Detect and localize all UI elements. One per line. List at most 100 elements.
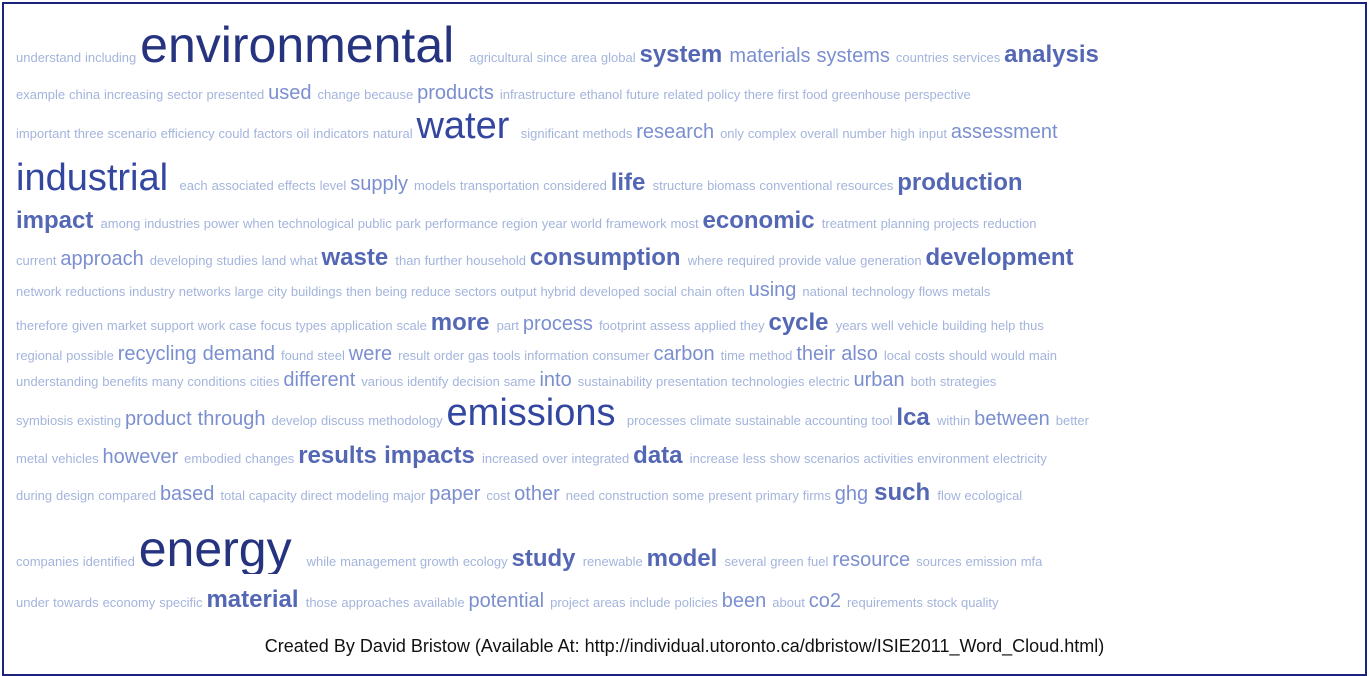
- word: food: [802, 87, 828, 102]
- word: better: [1055, 412, 1089, 428]
- word: help: [990, 317, 1016, 333]
- word: increase: [689, 450, 739, 466]
- word: biomass: [707, 177, 756, 193]
- word: footprint: [598, 317, 646, 333]
- word: technologies: [731, 374, 805, 389]
- word: well: [871, 317, 894, 333]
- word: environment: [917, 450, 989, 466]
- word: method: [749, 348, 793, 363]
- word: approaches: [341, 594, 410, 610]
- word: including: [84, 50, 137, 65]
- word: efficiency: [160, 125, 215, 141]
- word: possible: [66, 348, 114, 363]
- word: developed: [579, 284, 640, 299]
- word: management: [340, 554, 416, 569]
- word: mfa: [1020, 554, 1043, 569]
- word: processes: [626, 412, 687, 428]
- word: result: [398, 348, 430, 363]
- word: consumption: [529, 245, 681, 270]
- word: process: [522, 312, 593, 335]
- word: lca: [896, 403, 930, 431]
- word: could: [218, 125, 250, 141]
- word: hybrid: [540, 284, 576, 299]
- word: fuel: [807, 554, 829, 569]
- word: product: [124, 407, 192, 430]
- word: symbiosis: [16, 412, 74, 428]
- word: value: [825, 252, 857, 268]
- word: used: [268, 83, 312, 103]
- word: green: [770, 554, 804, 569]
- word: materials: [729, 45, 811, 67]
- word: ecological: [964, 487, 1023, 503]
- word: policy: [706, 87, 741, 102]
- word: potential: [468, 589, 545, 612]
- word: chain: [680, 284, 712, 299]
- word: ghg: [834, 482, 869, 505]
- word: decision: [452, 374, 500, 389]
- word: services: [952, 50, 1001, 65]
- word: impacts: [384, 443, 475, 468]
- word: results: [298, 443, 377, 468]
- word: include: [629, 594, 671, 610]
- word: several: [724, 554, 767, 569]
- word: research: [636, 120, 715, 143]
- word: there: [744, 87, 774, 102]
- word: different: [283, 370, 356, 390]
- word: they: [740, 317, 765, 333]
- word: china: [69, 87, 101, 102]
- word: sectors: [454, 284, 497, 299]
- word: conventional: [759, 177, 833, 193]
- word-line: metal vehicles however embodied changes resul…: [16, 444, 1357, 468]
- word-line: understanding benefits many conditions citie…: [16, 370, 1357, 390]
- word: urban: [853, 370, 905, 390]
- word: towards: [53, 594, 99, 610]
- word: level: [319, 177, 347, 193]
- word: city: [267, 284, 287, 299]
- word: most: [670, 215, 699, 231]
- word: part: [496, 317, 520, 333]
- word: identified: [82, 554, 135, 569]
- word: while: [306, 554, 337, 569]
- word: sources: [916, 554, 962, 569]
- word: some: [672, 487, 705, 503]
- word-line: network reductions industry networks large ci…: [16, 280, 1357, 300]
- word: performance: [424, 215, 498, 231]
- word: increased: [481, 450, 539, 466]
- word: natural: [372, 125, 413, 141]
- word: cycle: [768, 310, 829, 335]
- word: specific: [159, 594, 203, 610]
- word: growth: [419, 554, 459, 569]
- word: local: [883, 348, 911, 363]
- word: presented: [206, 87, 265, 102]
- word: co2: [808, 589, 841, 612]
- word: many: [151, 374, 184, 389]
- word: various: [361, 374, 404, 389]
- word: first: [777, 87, 799, 102]
- word: networks: [178, 284, 231, 299]
- word: important: [16, 125, 71, 141]
- word: regional: [16, 348, 63, 363]
- word: quality: [960, 594, 999, 610]
- word: steel: [317, 348, 345, 363]
- word: activities: [863, 450, 914, 466]
- word: reduce: [410, 284, 451, 299]
- word: would: [991, 348, 1025, 363]
- word: requirements: [846, 594, 923, 610]
- word: between: [974, 407, 1050, 430]
- word: only: [720, 125, 744, 141]
- word: life: [610, 168, 646, 196]
- word: types: [295, 317, 327, 333]
- word: household: [466, 252, 527, 268]
- word: three: [74, 125, 104, 141]
- word: compared: [98, 487, 157, 503]
- word: required: [727, 252, 775, 268]
- word: systems: [816, 45, 890, 67]
- word: both: [910, 374, 936, 389]
- word: countries: [895, 50, 949, 65]
- word: increasing: [104, 87, 164, 102]
- word: understanding: [16, 374, 99, 389]
- word: when: [243, 215, 275, 231]
- word: under: [16, 594, 50, 610]
- word: land: [261, 252, 287, 268]
